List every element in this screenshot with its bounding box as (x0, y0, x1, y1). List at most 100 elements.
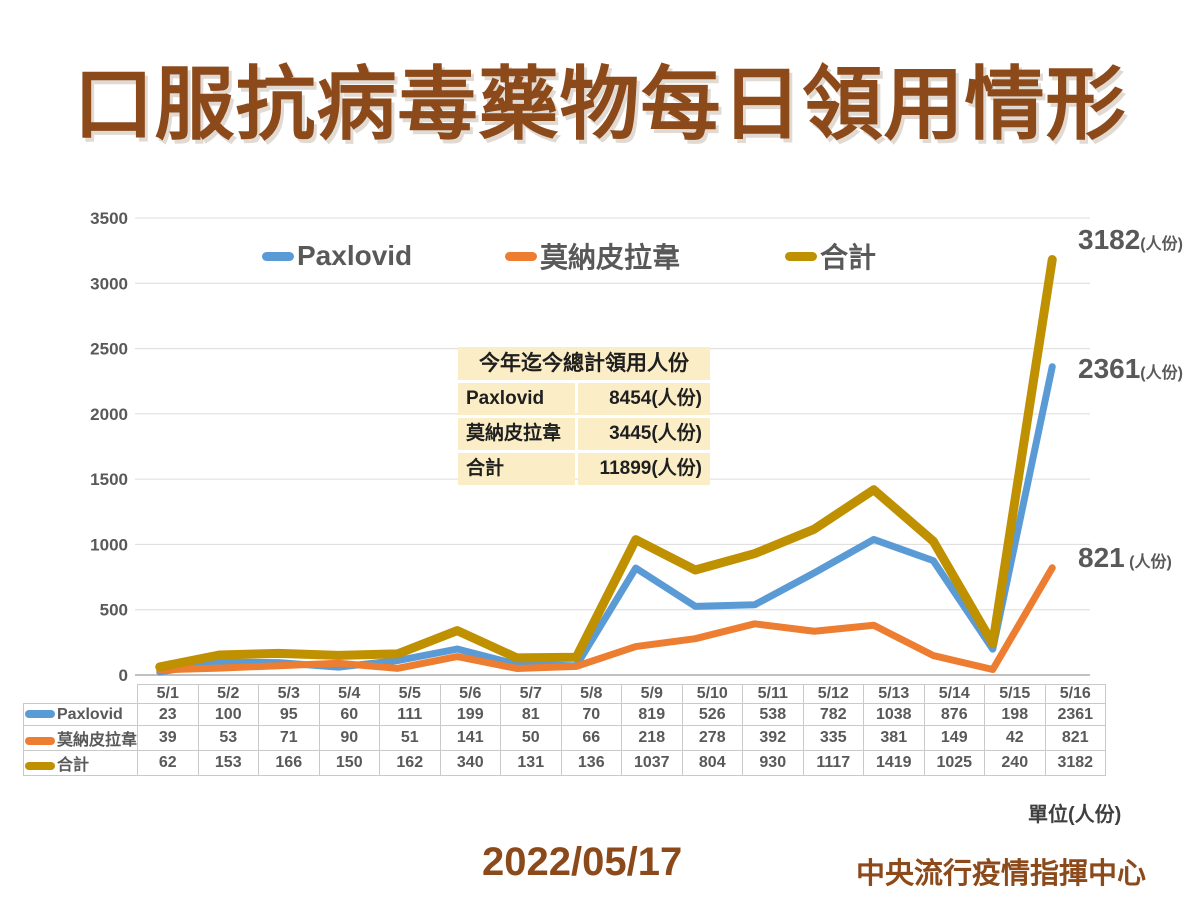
end-value-label: 821 (人份) (1078, 542, 1172, 574)
table-value-cell: 81 (500, 703, 562, 726)
table-value-cell: 60 (318, 703, 381, 726)
table-value-cell: 95 (258, 703, 320, 726)
table-value-cell: 335 (802, 725, 865, 751)
table-value-cell: 51 (379, 725, 441, 751)
table-value-cell: 62 (137, 750, 199, 776)
summary-row-paxlovid: Paxlovid 8454(人份) (458, 383, 710, 415)
summary-label: 合計 (458, 453, 575, 485)
table-date-header: 5/1 (137, 684, 199, 704)
summary-box: 今年迄今總計領用人份 Paxlovid 8454(人份) 莫納皮拉韋 3445(… (458, 347, 710, 485)
table-value-cell: 821 (1044, 725, 1107, 751)
table-date-header: 5/15 (984, 684, 1046, 704)
summary-box-title: 今年迄今總計領用人份 (458, 347, 710, 380)
summary-label: 莫納皮拉韋 (458, 418, 575, 450)
table-value-cell: 340 (439, 750, 502, 776)
end-value-number: 821 (1078, 541, 1125, 573)
unit-note: 單位(人份) (1028, 804, 1122, 826)
y-tick-label: 3000 (90, 274, 128, 293)
end-value-unit: (人份) (1140, 364, 1183, 382)
table-row: 莫納皮拉韋 39 53 71 90 51 141 50 66 218 278 392 335 381 149… (22, 725, 1107, 751)
table-value-cell: 876 (923, 703, 986, 726)
summary-row-total: 合計 11899(人份) (458, 453, 710, 485)
table-date-header: 5/10 (681, 684, 744, 704)
table-date-header: 5/14 (923, 684, 986, 704)
table-value-cell: 278 (681, 725, 744, 751)
footer-source: 中央流行疫情指揮中心 (856, 858, 1147, 890)
end-value-number: 2361 (1078, 352, 1141, 384)
table-row: Paxlovid 23 100 95 60 111 199 81 70 819 526 538 782 1… (22, 703, 1107, 726)
y-tick-label: 2000 (90, 405, 128, 424)
table-date-header: 5/8 (560, 684, 623, 704)
table-date-header: 5/16 (1044, 684, 1107, 704)
table-value-cell: 1117 (802, 750, 865, 776)
table-series-label: 合計 (22, 750, 139, 776)
table-value-cell: 162 (379, 750, 441, 776)
table-value-cell: 150 (318, 750, 381, 776)
summary-label: Paxlovid (458, 383, 575, 415)
table-value-cell: 42 (984, 725, 1046, 751)
table-value-cell: 930 (742, 750, 804, 776)
table-value-cell: 2361 (1044, 703, 1107, 726)
data-table: 5/1 5/2 5/3 5/4 5/5 5/6 5/7 5/8 5/9 5/10 5/11 5/12 5… (22, 684, 1107, 776)
legend-label: 莫納皮拉韋 (540, 242, 681, 273)
legend-item-paxlovid: Paxlovid (262, 238, 412, 274)
legend-label: Paxlovid (297, 240, 413, 271)
table-value-cell: 199 (439, 703, 502, 726)
chart-legend: Paxlovid 莫納皮拉韋 合計 (0, 238, 1200, 274)
end-value-unit: (人份) (1140, 235, 1183, 253)
legend-item-total: 合計 (785, 238, 876, 274)
legend-line-marker-icon (262, 251, 294, 261)
table-value-cell: 71 (258, 725, 320, 751)
series-line-marker-icon (25, 710, 55, 719)
table-value-cell: 1025 (923, 750, 986, 776)
legend-line-marker-icon (505, 251, 537, 261)
table-value-cell: 50 (500, 725, 562, 751)
table-date-header: 5/13 (863, 684, 925, 704)
table-value-cell: 381 (863, 725, 925, 751)
table-date-header: 5/4 (318, 684, 381, 704)
summary-value: 8454(人份) (578, 383, 710, 415)
summary-row-molnupiravir: 莫納皮拉韋 3445(人份) (458, 418, 710, 450)
series-line-marker-icon (25, 736, 55, 745)
table-date-header: 5/11 (742, 684, 804, 704)
table-date-header: 5/6 (439, 684, 502, 704)
table-value-cell: 136 (560, 750, 623, 776)
end-value-label: 2361(人份) (1078, 353, 1183, 385)
table-value-cell: 240 (984, 750, 1046, 776)
table-value-cell: 70 (560, 703, 623, 726)
table-value-cell: 111 (379, 703, 441, 726)
table-value-cell: 1419 (863, 750, 925, 776)
y-tick-label: 1500 (90, 470, 128, 489)
table-date-header: 5/12 (802, 684, 865, 704)
table-date-header: 5/7 (500, 684, 562, 704)
footer-date: 2022/05/17 (482, 840, 683, 884)
table-value-cell: 149 (923, 725, 986, 751)
legend-label: 合計 (820, 242, 877, 273)
table-value-cell: 90 (318, 725, 381, 751)
table-date-header: 5/3 (258, 684, 320, 704)
legend-line-marker-icon (785, 251, 817, 261)
table-date-header: 5/2 (197, 684, 260, 704)
end-value-label: 3182(人份) (1078, 224, 1183, 256)
table-value-cell: 3182 (1044, 750, 1107, 776)
table-value-cell: 392 (742, 725, 804, 751)
table-value-cell: 804 (681, 750, 744, 776)
table-value-cell: 198 (984, 703, 1046, 726)
table-value-cell: 131 (500, 750, 562, 776)
table-series-label: Paxlovid (22, 703, 139, 726)
table-date-header: 5/5 (379, 684, 441, 704)
table-value-cell: 53 (197, 725, 260, 751)
table-value-cell: 141 (439, 725, 502, 751)
y-tick-label: 0 (119, 666, 128, 685)
table-value-cell: 1037 (621, 750, 683, 776)
y-tick-label: 3500 (90, 209, 128, 228)
table-value-cell: 100 (197, 703, 260, 726)
table-value-cell: 538 (742, 703, 804, 726)
page-title: 口服抗病毒藥物每日領用情形 (73, 60, 1127, 149)
series-line-total (155, 255, 1057, 672)
table-series-label: 莫納皮拉韋 (22, 725, 139, 751)
table-value-cell: 23 (137, 703, 199, 726)
table-header-row: 5/1 5/2 5/3 5/4 5/5 5/6 5/7 5/8 5/9 5/10 5/11 5/12 5… (24, 684, 1107, 704)
summary-value: 11899(人份) (578, 453, 710, 485)
